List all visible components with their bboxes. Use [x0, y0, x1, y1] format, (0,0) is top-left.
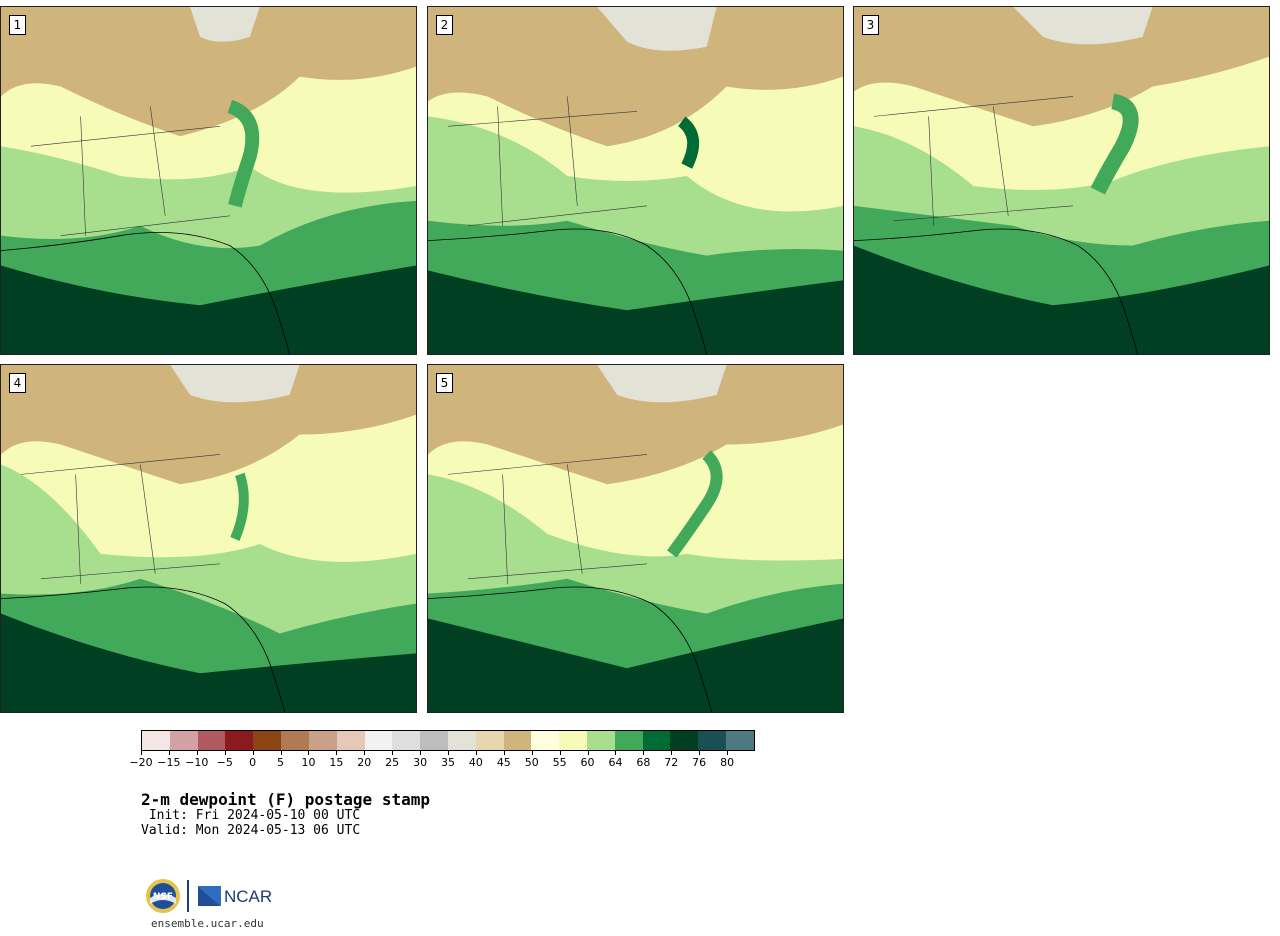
dewpoint-map-2 — [428, 7, 843, 354]
chart-title: 2-m dewpoint (F) postage stamp — [141, 790, 430, 809]
colorbar-tick-label: 30 — [413, 756, 428, 769]
colorbar-swatch — [475, 731, 504, 750]
member-label: 4 — [9, 373, 26, 393]
colorbar-swatch — [225, 731, 254, 750]
colorbar-tick-label: 64 — [608, 756, 623, 769]
colorbar-tick — [252, 751, 254, 755]
colorbar-ticks: −20 −15 −10 −5 0 5 10 15 20 25 30 35 40 45 50 55 60 64 68 7… — [129, 751, 755, 773]
valid-time: Valid: Mon 2024-05-13 06 UTC — [141, 823, 361, 838]
ensemble-member-map-4: 4 — [0, 364, 417, 713]
svg-text:NSF: NSF — [153, 892, 173, 902]
colorbar-swatch — [587, 731, 615, 750]
colorbar-tick — [280, 751, 282, 755]
colorbar-tick-label: 50 — [524, 756, 539, 769]
colorbar-tick-label: 80 — [720, 756, 735, 769]
ensemble-member-map-3: 3 — [853, 6, 1270, 355]
colorbar-swatch — [169, 731, 198, 750]
colorbar-tick-label: 76 — [692, 756, 707, 769]
colorbar-swatch — [142, 731, 170, 750]
colorbar-tick — [308, 751, 310, 755]
ensemble-member-map-1: 1 — [0, 6, 417, 355]
member-label: 1 — [9, 15, 26, 35]
colorbar-tick — [699, 751, 701, 755]
colorbar-tick-label: −10 — [185, 756, 209, 769]
member-label: 5 — [436, 373, 453, 393]
colorbar-tick — [168, 751, 170, 755]
colorbar-tick — [615, 751, 617, 755]
colorbar-tick-label: 60 — [580, 756, 595, 769]
colorbar-tick — [503, 751, 505, 755]
member-label: 2 — [436, 15, 453, 35]
colorbar-tick-label: −15 — [157, 756, 181, 769]
init-time: Init: Fri 2024-05-10 00 UTC — [141, 808, 361, 823]
colorbar-swatch — [308, 731, 337, 750]
colorbar-swatch — [670, 731, 699, 750]
colorbar-tick-label: 55 — [552, 756, 567, 769]
colorbar-tick-label: 45 — [496, 756, 511, 769]
colorbar-tick-label: −20 — [129, 756, 153, 769]
site-url: ensemble.ucar.edu — [151, 917, 264, 930]
colorbar-swatch — [392, 731, 421, 750]
colorbar-tick-label: −5 — [216, 756, 233, 769]
colorbar-tick — [475, 751, 477, 755]
colorbar-tick-label: 72 — [664, 756, 679, 769]
colorbar-swatch — [197, 731, 226, 750]
dewpoint-map-1 — [1, 7, 416, 354]
colorbar-swatch — [447, 731, 476, 750]
colorbar-tick-label: 15 — [329, 756, 344, 769]
colorbar-swatch — [420, 731, 448, 750]
ensemble-member-map-2: 2 — [427, 6, 844, 355]
colorbar-swatch — [503, 731, 532, 750]
colorbar-tick — [531, 751, 533, 755]
dewpoint-map-5 — [428, 365, 843, 712]
svg-text:NCAR: NCAR — [224, 887, 272, 906]
colorbar-tick-label: 5 — [277, 756, 285, 769]
dewpoint-colorbar — [141, 730, 755, 751]
colorbar-tick-label: 40 — [468, 756, 483, 769]
colorbar-tick — [559, 751, 561, 755]
colorbar-tick-label: 35 — [441, 756, 455, 769]
colorbar-tick-label: 0 — [249, 756, 257, 769]
colorbar-swatch — [614, 731, 643, 750]
colorbar-swatch — [364, 731, 393, 750]
nsf-logo: NSF — [146, 879, 180, 913]
logo-divider — [187, 880, 189, 912]
dewpoint-map-3 — [854, 7, 1269, 354]
colorbar-tick — [587, 751, 589, 755]
colorbar-tick — [727, 751, 729, 755]
colorbar-tick — [336, 751, 338, 755]
colorbar-tick-label: 20 — [357, 756, 372, 769]
colorbar-tick — [448, 751, 449, 755]
colorbar-swatch — [253, 731, 282, 750]
colorbar-tick-label: 10 — [301, 756, 316, 769]
colorbar-tick-label: 25 — [385, 756, 400, 769]
colorbar-swatch — [698, 731, 727, 750]
colorbar-tick — [364, 751, 366, 755]
colorbar-swatch — [281, 731, 309, 750]
ensemble-member-map-5: 5 — [427, 364, 844, 713]
colorbar-tick-label: 68 — [636, 756, 651, 769]
colorbar-tick — [224, 751, 226, 755]
colorbar-tick — [196, 751, 198, 755]
colorbar-tick — [420, 751, 422, 755]
dewpoint-map-4 — [1, 365, 416, 712]
ncar-logo: NCAR — [198, 886, 272, 906]
colorbar-swatch — [559, 731, 587, 750]
colorbar-tick — [392, 751, 394, 755]
colorbar-tick — [141, 751, 142, 755]
colorbar-swatch — [642, 731, 671, 750]
member-label: 3 — [862, 15, 879, 35]
colorbar-tick — [643, 751, 645, 755]
colorbar-tick — [671, 751, 673, 755]
colorbar-swatch — [726, 731, 754, 750]
colorbar-swatch — [531, 731, 560, 750]
colorbar-swatch — [336, 731, 365, 750]
